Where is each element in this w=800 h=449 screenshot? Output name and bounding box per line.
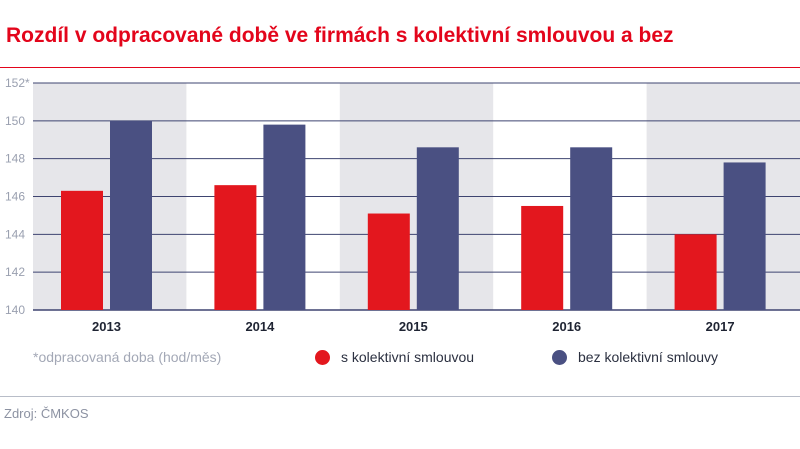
source-text: Zdroj: ČMKOS bbox=[4, 406, 89, 421]
bar-series-2-2016 bbox=[570, 147, 613, 310]
x-tick-label-2013: 2013 bbox=[92, 319, 121, 334]
legend-swatch-series-1 bbox=[315, 349, 330, 365]
y-tick-label: 140 bbox=[5, 303, 25, 317]
legend-label-series-1: s kolektivní smlouvou bbox=[341, 349, 475, 365]
unit-note: *odpracovaná doba (hod/měs) bbox=[33, 349, 222, 365]
legend-item-series-1: s kolektivní smlouvou bbox=[315, 349, 474, 365]
bar-series-2-2017 bbox=[723, 162, 766, 310]
legend-swatch-series-2 bbox=[552, 349, 567, 365]
title-divider bbox=[0, 67, 800, 68]
x-tick-label-2015: 2015 bbox=[399, 319, 428, 334]
bar-series-2-2014 bbox=[263, 124, 306, 310]
bar-series-1-2015 bbox=[367, 213, 410, 310]
legend: *odpracovaná doba (hod/měs) s kolektivní… bbox=[0, 349, 800, 371]
y-tick-label: 150 bbox=[5, 114, 25, 128]
y-tick-label: 142 bbox=[5, 265, 25, 279]
y-tick-label: 148 bbox=[5, 152, 25, 166]
x-tick-label-2017: 2017 bbox=[706, 319, 735, 334]
bar-series-1-2014 bbox=[214, 185, 257, 310]
bar-series-1-2013 bbox=[61, 190, 103, 310]
legend-item-series-2: bez kolektivní smlouvy bbox=[552, 349, 718, 365]
bar-series-2-2015 bbox=[416, 147, 459, 310]
y-tick-label: 146 bbox=[5, 190, 25, 204]
y-tick-label: 144 bbox=[5, 227, 25, 241]
legend-label-series-2: bez kolektivní smlouvy bbox=[578, 349, 719, 365]
bar-series-1-2016 bbox=[521, 205, 564, 310]
bar-series-1-2017 bbox=[674, 234, 717, 310]
chart-title: Rozdíl v odpracované době ve firmách s k… bbox=[6, 24, 674, 47]
footer-divider bbox=[0, 396, 800, 397]
bar-series-2-2013 bbox=[110, 120, 152, 310]
x-tick-label-2014: 2014 bbox=[245, 319, 275, 334]
x-tick-label-2016: 2016 bbox=[552, 319, 581, 334]
bar-chart: 140 142 144 146 148 150 152* 2013 2014 2015 2016 20… bbox=[5, 76, 800, 334]
y-tick-label: 152* bbox=[5, 76, 30, 90]
